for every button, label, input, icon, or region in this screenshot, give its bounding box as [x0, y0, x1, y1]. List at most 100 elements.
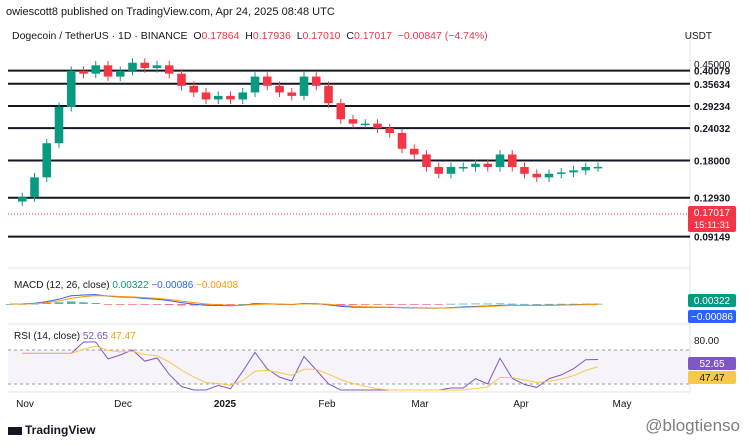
candle-body: [471, 163, 480, 167]
rsi-legend: RSI (14, close) 52.65 47.47: [14, 331, 136, 342]
macd-histogram-bar: [532, 303, 542, 305]
candle-body: [140, 62, 150, 69]
low-label: L: [296, 30, 303, 42]
tradingview-logo: TradingView: [8, 423, 95, 437]
macd-histogram-bar: [446, 303, 456, 305]
level-label: 0.35634: [694, 80, 731, 91]
x-tick-label: Mar: [411, 399, 429, 410]
x-tick-label: May: [613, 399, 632, 410]
publish-info: owiescott8 published on TradingView.com,…: [6, 6, 335, 18]
candle-body: [299, 76, 309, 96]
rsi-title: RSI (14, close): [14, 331, 81, 342]
candle-body: [434, 166, 444, 174]
candle-body: [422, 154, 431, 167]
macd-histogram-bar: [42, 303, 52, 304]
level-label: 0.18000: [694, 157, 731, 168]
macd-histogram-bar: [593, 303, 603, 305]
candle-body: [115, 70, 125, 77]
macd-badge-text: 0.00322: [694, 296, 731, 307]
price-badge-timer: 15:11:31: [694, 220, 730, 231]
high-value: 0.17936: [252, 30, 291, 42]
macd-histogram-bar: [226, 304, 235, 305]
macd-histogram-bar: [103, 304, 113, 305]
candle-body: [348, 119, 358, 124]
candle-body: [360, 123, 370, 126]
close-label: C: [346, 30, 354, 42]
candle-body: [544, 173, 554, 178]
macd-histogram-bar: [5, 304, 15, 305]
open-label: O: [193, 30, 202, 42]
macd-line-badge: [688, 310, 736, 323]
rsi-badge-text: 52.65: [699, 359, 724, 370]
macd-legend: MACD (12, 26, close) 0.00322 −0.00086 −0…: [14, 280, 238, 291]
level-label: 0.24032: [694, 124, 731, 135]
macd-histogram-bar: [569, 303, 578, 305]
price-badge-value: 0.17017: [694, 208, 731, 219]
x-tick-label: Apr: [513, 399, 529, 410]
open-value: 0.17864: [201, 30, 240, 42]
macd-histogram-bar: [238, 303, 248, 305]
candle-body: [177, 73, 186, 86]
level-label: 0.29234: [694, 102, 731, 113]
macd-histogram-bar: [177, 304, 186, 306]
symbol-legend: Dogecoin / TetherUS · 1D · BINANCE O0.17…: [12, 30, 488, 42]
macd-histogram-bar: [422, 304, 431, 305]
candle-body: [213, 95, 223, 100]
candle-body: [201, 92, 211, 100]
macd-value-badge: [688, 294, 736, 307]
rsi-level-label: 80.00: [694, 336, 719, 347]
candle-body: [385, 128, 395, 134]
close-value: 0.17017: [353, 30, 392, 42]
macd-line-value: −0.00086: [151, 280, 194, 291]
macd-histogram-bar: [495, 303, 505, 305]
macd-histogram-bar: [373, 304, 382, 305]
candle-body: [569, 170, 578, 173]
high-label: H: [245, 30, 253, 42]
candle-body: [324, 85, 333, 104]
macd-histogram-bar: [79, 302, 88, 304]
symbol-name: Dogecoin / TetherUS · 1D · BINANCE: [12, 30, 188, 42]
candle-body: [409, 148, 419, 155]
candle-body: [42, 143, 52, 178]
tv-icon: [8, 426, 22, 435]
macd-histogram-bar: [189, 304, 199, 306]
macd-histogram-bar: [434, 304, 444, 305]
macd-title: MACD (12, 26, close): [14, 280, 110, 291]
candle-body: [373, 123, 382, 129]
level-label: 0.09149: [694, 233, 731, 244]
macd-histogram-bar: [140, 304, 150, 305]
y-tick-label: 0.45000: [694, 60, 731, 71]
macd-histogram-bar: [409, 304, 419, 305]
macd-histogram-bar: [360, 304, 370, 305]
macd-signal-line: [9, 295, 599, 309]
candle-body: [446, 166, 456, 174]
candle-body: [593, 166, 603, 169]
candle-body: [556, 172, 566, 174]
macd-histogram-bar: [483, 303, 493, 305]
rsi-value: 52.65: [82, 331, 108, 342]
change-value: −0.00847 (−4.74%): [397, 30, 488, 42]
x-tick-label: Dec: [114, 399, 132, 410]
candle-body: [507, 154, 517, 167]
candle-body: [458, 166, 468, 169]
candle-body: [238, 92, 248, 100]
candle-body: [54, 106, 64, 144]
macd-histogram-bar: [520, 303, 529, 305]
macd-line-badge-text: −0.00086: [691, 312, 733, 323]
x-tick-label: 2025: [214, 399, 237, 410]
macd-histogram-bar: [66, 301, 76, 304]
candle-body: [532, 173, 542, 178]
rsi-line: [22, 341, 599, 391]
candle-body: [30, 177, 39, 198]
candle-body: [152, 65, 162, 69]
rsi-ma-badge: [688, 371, 736, 384]
macd-histogram-bar: [544, 303, 554, 305]
macd-signal-value: −0.00408: [196, 280, 239, 291]
candle-body: [66, 70, 76, 107]
currency-label: USDT: [684, 31, 712, 42]
candle-body: [520, 166, 529, 174]
candle-body: [128, 62, 137, 71]
candle-body: [262, 76, 272, 86]
macd-histogram-bar: [556, 303, 566, 305]
